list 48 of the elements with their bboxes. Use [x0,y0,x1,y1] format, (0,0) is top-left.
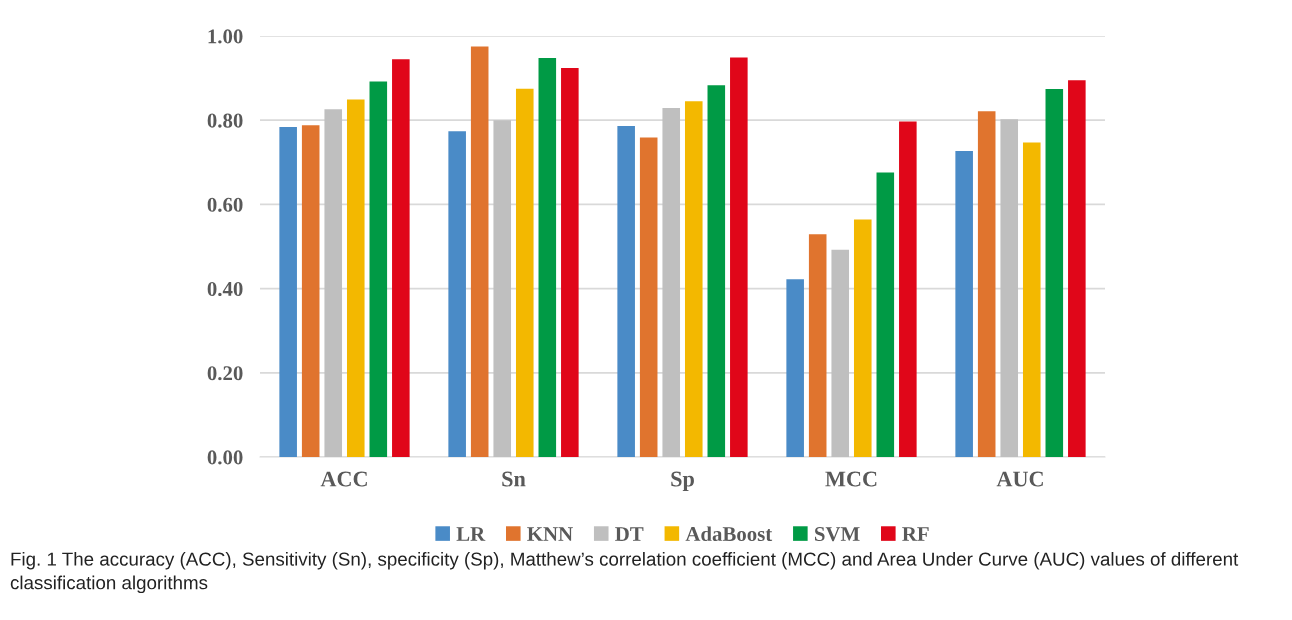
bar [1022,142,1041,457]
bar [561,68,579,457]
bar [493,120,512,457]
legend-label: AdaBoost [685,526,773,542]
bar [853,219,872,457]
bar [684,101,703,457]
x-tick-label: AUC [996,471,1043,487]
y-tick-label: 0.60 [207,197,243,212]
bar [617,126,635,457]
x-tick-label: Sn [502,471,526,487]
caption: Fig. 1 The accuracy (ACC), Sensitivity (Sn), specificity (Sp), Matthew’s correlation coefficient (MCC) and Area Under Curve (AUC) values of different classification algorithms [10,552,1239,594]
y-tick-label: 1.00 [208,29,243,44]
x-tick-label: ACC [320,471,367,487]
bar [369,81,388,457]
bar [662,107,681,457]
bar [279,126,297,457]
y-tick-label: 0.80 [207,113,243,128]
bar [324,109,343,457]
bar [955,150,973,457]
bar [707,85,726,457]
legend-label: RF [902,527,929,541]
legend-label: LR [456,527,486,541]
bar [977,111,996,457]
bar [448,131,466,457]
bar [639,137,658,457]
bar [730,57,748,457]
bar [1068,80,1086,457]
bar [899,121,917,457]
bar [831,249,850,457]
x-tick-label: Sp [671,471,694,492]
bar [808,234,827,457]
y-tick-label: 0.20 [207,366,243,381]
y-tick-label: 0.00 [207,450,243,465]
bar [301,125,320,457]
bar [346,99,365,457]
bar [392,59,410,457]
bar [470,46,489,457]
bar [538,57,557,457]
legend-label: SVM [815,527,860,542]
y-tick-label: 0.40 [207,281,243,297]
bar [1045,89,1064,457]
legend-label: DT [615,527,644,541]
bar [786,279,804,457]
x-tick-label: MCC [825,471,877,487]
bar [515,88,534,457]
bar [1000,119,1019,457]
bar [876,172,895,457]
legend-label: KNN [527,527,573,541]
